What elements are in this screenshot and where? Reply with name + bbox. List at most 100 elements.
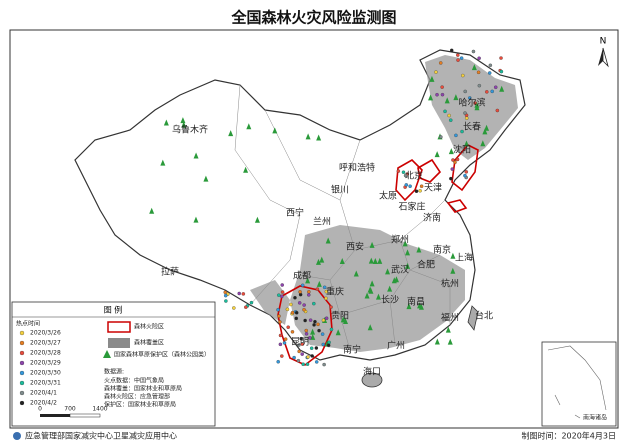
city-label: 西宁 — [286, 207, 304, 219]
hotspot — [434, 70, 438, 74]
tree-icon — [369, 241, 375, 248]
city-label: 南宁 — [343, 344, 361, 356]
tree-icon — [315, 258, 321, 265]
tree-icon — [193, 216, 199, 223]
tree-icon — [499, 85, 505, 92]
hotspot — [223, 290, 227, 295]
hotspot — [277, 293, 281, 297]
tree-icon — [385, 268, 391, 275]
hotspot — [316, 322, 320, 327]
tree-icon — [364, 292, 370, 299]
hotspot — [450, 167, 455, 171]
map-title: 全国森林火灾风险监测图 — [230, 9, 396, 27]
legend-date-swatch — [19, 380, 25, 386]
hotspot — [290, 330, 295, 334]
hotspot — [297, 349, 301, 354]
tree-icon — [339, 258, 345, 265]
hotspot — [300, 352, 304, 356]
city-label: 上海 — [455, 252, 473, 264]
legend-date: 2020/3/31 — [30, 380, 61, 387]
hotspot — [309, 346, 314, 350]
tree-icon — [343, 317, 349, 324]
hotspot — [418, 189, 422, 193]
province-boundaries — [234, 84, 451, 351]
inset: 南海诸岛 — [541, 341, 617, 427]
footer-left: 应急管理部国家减灾中心卫星减灾应用中心 — [25, 431, 177, 441]
hotspot — [282, 341, 287, 345]
city-label: 兰州 — [313, 216, 331, 228]
city-label: 西安 — [346, 241, 364, 253]
hotspot — [495, 108, 500, 113]
hotspot — [414, 189, 419, 193]
legend-date-swatch — [19, 390, 25, 396]
hotspot — [299, 336, 303, 341]
legend-forest-swatch — [108, 338, 130, 348]
hotspot — [449, 176, 453, 181]
tree-icon — [160, 159, 166, 166]
hotspot — [241, 292, 246, 296]
legend-date-swatch — [19, 340, 25, 346]
hotspot — [447, 113, 451, 118]
hotspot — [310, 354, 314, 358]
tree-icon — [444, 97, 450, 104]
hotspot — [401, 170, 406, 174]
hotspot — [224, 299, 228, 303]
scale-label: 0 — [38, 406, 42, 413]
legend-risk-swatch — [107, 321, 131, 333]
hotspot — [312, 323, 316, 327]
tree-icon — [434, 338, 440, 345]
hotspot — [456, 58, 460, 62]
hotspot — [285, 307, 290, 312]
hotspot — [312, 301, 316, 306]
city-label: 南昌 — [407, 296, 425, 308]
tree-icon — [450, 252, 456, 259]
hotspot — [278, 342, 283, 347]
city-label: 广州 — [387, 340, 405, 352]
hotspot — [476, 70, 481, 75]
tree-icon — [340, 316, 346, 323]
hotspot — [488, 63, 493, 68]
tree-icon — [445, 326, 451, 333]
tree-icon — [367, 324, 373, 331]
hotspot — [485, 90, 489, 94]
hotspot — [307, 293, 311, 297]
hotspot — [306, 355, 310, 359]
hotspot — [280, 294, 284, 299]
protected-areas — [149, 64, 505, 347]
tree-icon — [319, 256, 325, 263]
city-label: 台北 — [475, 310, 493, 322]
city-label: 杭州 — [441, 278, 459, 290]
hotspot — [449, 48, 454, 53]
hotspot — [454, 133, 458, 138]
tree-icon — [402, 240, 408, 247]
city-label: 重庆 — [326, 286, 344, 298]
map-frame — [9, 29, 619, 429]
hotspot — [463, 173, 467, 178]
hotspot — [300, 283, 305, 288]
tree-icon — [429, 75, 435, 82]
tree-icon — [372, 257, 378, 264]
legend-date: 2020/3/26 — [30, 330, 61, 337]
hotspot — [451, 158, 455, 162]
hotspot — [298, 290, 302, 294]
legend-source-line: 火点数据：中国气象局 — [104, 377, 164, 385]
city-label: 天津 — [424, 183, 442, 194]
hotspot — [317, 328, 321, 333]
hotspot — [408, 184, 412, 188]
hotspot — [315, 287, 320, 291]
hotspot — [453, 160, 457, 165]
hotspot — [290, 310, 295, 315]
legend-source-line: 森林覆盖：国家林业和草原局 — [104, 385, 182, 393]
tree-icon — [228, 130, 234, 137]
tree-icon — [375, 293, 381, 300]
hotspot — [294, 316, 299, 321]
legend-title: 图 例 — [104, 305, 123, 315]
legend-date: 2020/3/29 — [30, 360, 61, 367]
legend-date-swatch — [19, 350, 25, 356]
hotspot — [304, 332, 309, 336]
hotspot — [455, 157, 460, 162]
hotspot — [307, 290, 311, 294]
